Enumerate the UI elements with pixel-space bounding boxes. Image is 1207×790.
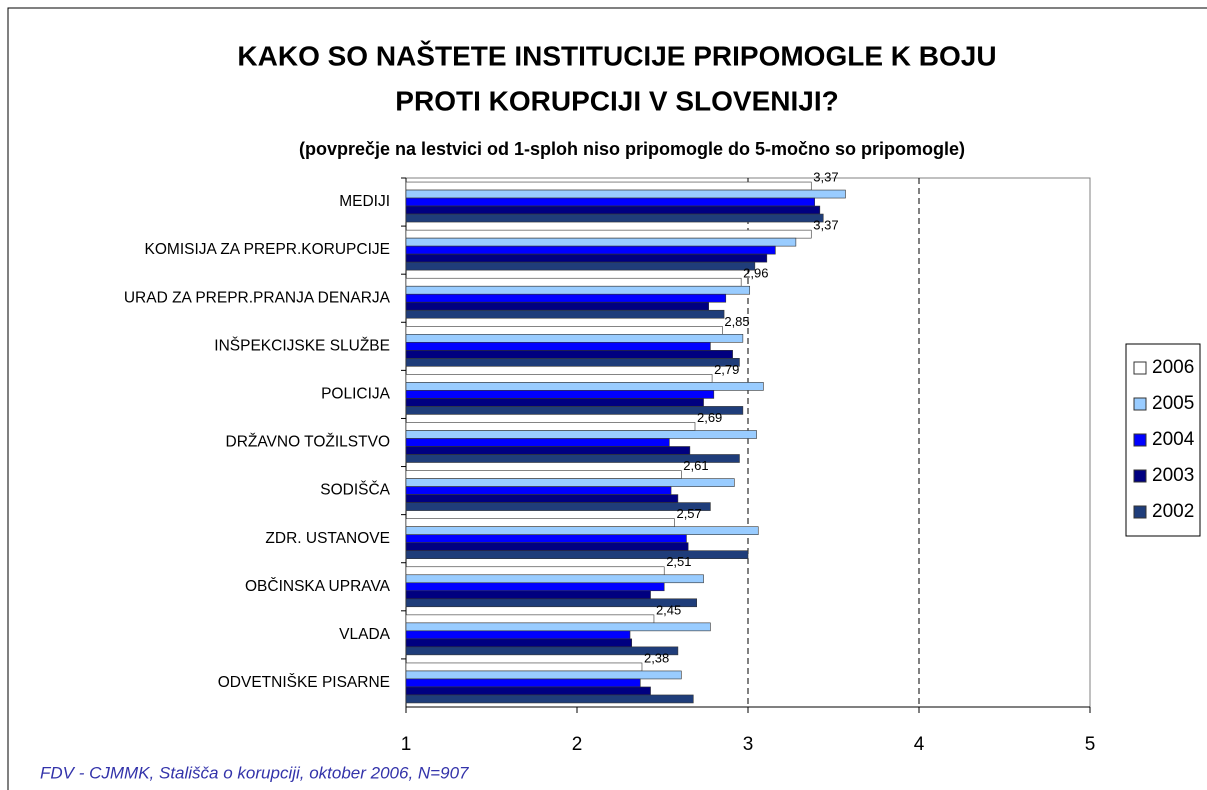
bar xyxy=(405,438,670,447)
y-tick-label: MEDIJI xyxy=(339,193,390,210)
bar xyxy=(405,301,709,311)
bar xyxy=(405,622,711,632)
bar xyxy=(405,237,797,247)
legend-swatch xyxy=(1133,361,1147,375)
legend-swatch xyxy=(1133,433,1147,447)
y-tick-label: ODVETNIŠKE PISARNE xyxy=(218,674,390,691)
bar xyxy=(405,406,744,415)
data-label: 2,45 xyxy=(656,602,681,617)
chart-title: PROTI KORUPCIJI V SLOVENIJI? xyxy=(395,85,838,116)
bar xyxy=(405,398,704,407)
bar xyxy=(405,670,682,680)
data-label: 3,37 xyxy=(813,218,838,233)
bar xyxy=(405,326,723,335)
x-tick-label: 5 xyxy=(1085,734,1096,755)
bar xyxy=(405,646,679,656)
bar xyxy=(405,189,846,199)
bar xyxy=(405,486,672,495)
chart-title: KAKO SO NAŠTETE INSTITUCIJE PRIPOMOGLE K… xyxy=(237,39,996,71)
y-tick-label: OBČINSKA UPRAVA xyxy=(245,578,391,595)
bar xyxy=(405,358,740,367)
bar xyxy=(405,342,711,351)
bar xyxy=(405,518,675,527)
data-label: 2,38 xyxy=(644,650,669,665)
bar xyxy=(405,285,751,295)
data-label: 2,69 xyxy=(697,410,722,425)
bar xyxy=(405,213,824,223)
x-tick-label: 4 xyxy=(914,734,925,755)
data-label: 2,61 xyxy=(683,458,708,473)
bar xyxy=(405,382,764,391)
data-label: 2,51 xyxy=(666,554,691,569)
bar xyxy=(405,470,682,479)
legend-label: 2002 xyxy=(1152,501,1194,522)
bar xyxy=(405,582,665,592)
bar xyxy=(405,590,651,600)
bar xyxy=(405,245,776,255)
bar xyxy=(405,630,631,640)
bar xyxy=(405,678,641,688)
data-label: 2,57 xyxy=(676,506,701,521)
bar xyxy=(405,550,749,559)
legend-label: 2003 xyxy=(1152,465,1194,486)
bar xyxy=(405,694,694,704)
bar xyxy=(405,526,759,535)
bar xyxy=(405,293,727,303)
bar xyxy=(405,229,812,239)
bar xyxy=(405,662,643,672)
legend-swatch xyxy=(1133,469,1147,483)
data-label: 2,85 xyxy=(724,314,749,329)
legend-swatch xyxy=(1133,505,1147,519)
bar xyxy=(405,454,740,463)
bar xyxy=(405,197,815,207)
legend-swatch xyxy=(1133,397,1147,411)
bar xyxy=(405,534,687,543)
y-tick-label: DRŽAVNO TOŽILSTVO xyxy=(226,434,391,451)
bar xyxy=(405,277,742,287)
y-tick-label: KOMISIJA ZA PREPR.KORUPCIJE xyxy=(145,241,390,258)
x-tick-label: 2 xyxy=(572,734,583,755)
bar xyxy=(405,566,665,576)
bar xyxy=(405,478,735,487)
bar xyxy=(405,350,733,359)
bar xyxy=(405,686,651,696)
bar xyxy=(405,253,768,263)
y-tick-label: URAD ZA PREPR.PRANJA DENARJA xyxy=(124,289,391,306)
y-tick-label: ZDR. USTANOVE xyxy=(265,530,390,547)
bar xyxy=(405,446,691,455)
legend-label: 2006 xyxy=(1152,357,1194,378)
bar xyxy=(405,374,713,383)
bar xyxy=(405,390,715,399)
legend-label: 2004 xyxy=(1152,429,1195,450)
y-tick-label: SODIŠČA xyxy=(320,482,390,499)
bar xyxy=(405,502,711,511)
bar xyxy=(405,430,757,439)
bar xyxy=(405,205,821,215)
y-tick-label: POLICIJA xyxy=(321,386,391,403)
bar xyxy=(405,638,633,648)
bar xyxy=(405,422,696,431)
legend-label: 2005 xyxy=(1152,393,1194,414)
bar xyxy=(405,261,756,271)
chart-subtitle: (povprečje na lestvici od 1-sploh niso p… xyxy=(299,139,965,159)
y-tick-label: INŠPEKCIJSKE SLUŽBE xyxy=(214,337,390,354)
data-label: 3,37 xyxy=(813,169,838,184)
bar xyxy=(405,574,704,584)
bar xyxy=(405,598,698,608)
bar xyxy=(405,309,725,319)
data-label: 2,96 xyxy=(743,266,768,281)
bar xyxy=(405,334,744,343)
bar xyxy=(405,181,812,191)
x-tick-label: 1 xyxy=(401,734,412,755)
bar xyxy=(405,542,689,551)
bar xyxy=(405,494,679,503)
x-tick-label: 3 xyxy=(743,734,754,755)
bar xyxy=(405,614,655,624)
footnote: FDV - CJMMK, Stališča o korupciji, oktob… xyxy=(40,763,469,782)
data-label: 2,79 xyxy=(714,362,739,377)
y-tick-label: VLADA xyxy=(339,626,390,643)
